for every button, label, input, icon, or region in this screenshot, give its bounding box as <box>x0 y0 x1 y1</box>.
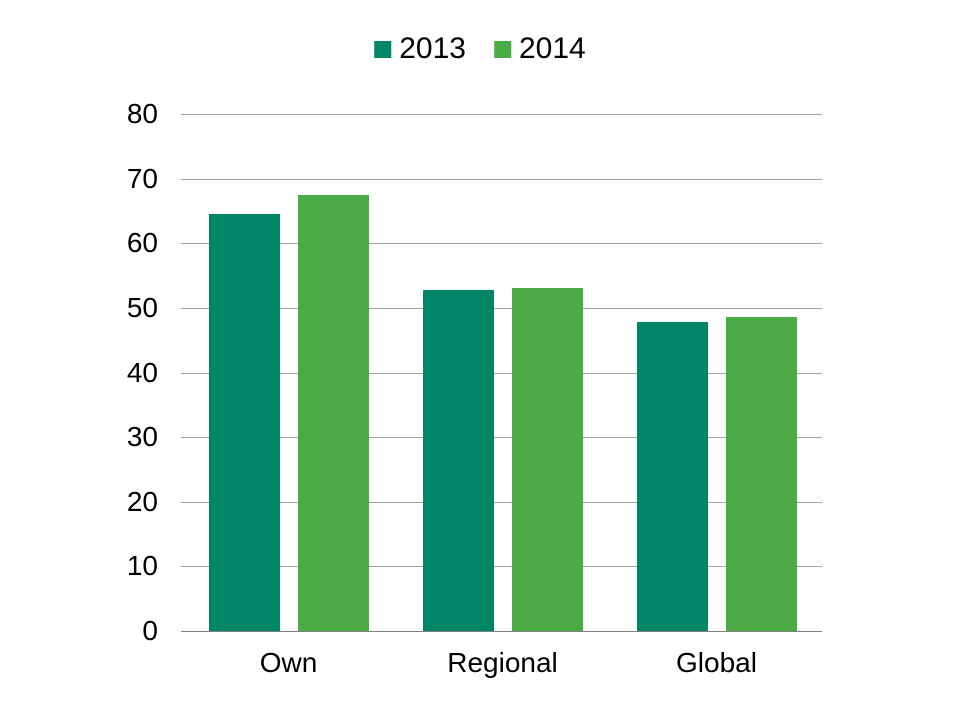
y-tick-label-60: 60 <box>126 227 158 259</box>
y-tick-label-80: 80 <box>126 98 158 129</box>
plot-area <box>181 114 822 632</box>
gridline-50 <box>181 307 822 309</box>
y-tick-label-40: 40 <box>126 356 158 388</box>
gridline-40 <box>181 372 822 374</box>
bar-2013-regional <box>422 289 494 631</box>
y-tick-label-20: 20 <box>126 485 158 517</box>
bar-2013-own <box>208 214 280 631</box>
gridline-60 <box>181 243 822 245</box>
legend-item-2013: 2013 <box>374 33 466 65</box>
x-category-label-global: Global <box>676 647 757 678</box>
x-category-label-regional: Regional <box>447 647 558 678</box>
y-axis-labels: 0 10 20 30 40 50 60 70 80 <box>0 98 158 646</box>
gridline-20 <box>181 501 822 503</box>
bar-2013-global <box>636 322 708 631</box>
y-tick-label-0: 0 <box>142 615 158 646</box>
y-tick-label-50: 50 <box>126 291 158 323</box>
bar-2014-own <box>297 194 369 631</box>
y-tick-label-70: 70 <box>126 162 158 194</box>
legend-swatch-2013 <box>374 40 392 58</box>
gridline-80 <box>181 114 822 115</box>
bar-2014-global <box>725 316 797 631</box>
y-tick-label-30: 30 <box>126 421 158 453</box>
legend-swatch-2014 <box>494 40 511 58</box>
legend-label-2014: 2014 <box>519 32 586 65</box>
legend-label-2013: 2013 <box>399 32 466 65</box>
x-axis-labels: Own Regional Global <box>181 646 822 686</box>
bar-2014-regional <box>511 287 583 631</box>
gridline-30 <box>181 437 822 439</box>
x-category-label-own: Own <box>259 647 318 678</box>
gridline-70 <box>181 178 822 180</box>
y-tick-label-10: 10 <box>126 550 158 582</box>
x-axis-line <box>181 631 822 632</box>
legend-item-2014: 2014 <box>494 33 586 65</box>
gridline-10 <box>181 566 822 568</box>
legend: 2013 2014 <box>374 33 586 65</box>
